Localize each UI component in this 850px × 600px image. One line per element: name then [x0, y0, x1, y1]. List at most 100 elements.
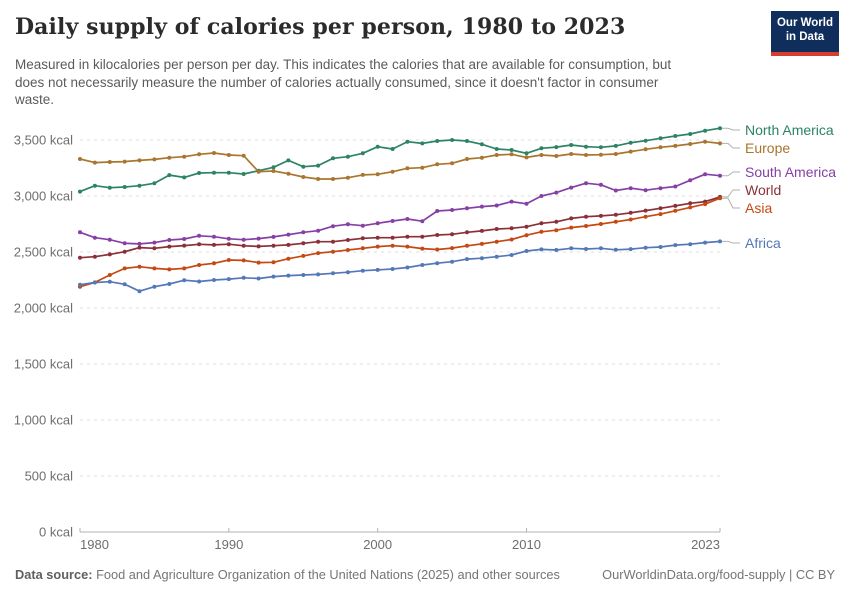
legend-label-world[interactable]: World — [745, 182, 781, 198]
data-point — [584, 214, 588, 219]
data-point — [494, 147, 499, 151]
data-point — [256, 169, 261, 174]
data-point — [584, 153, 588, 157]
data-point — [286, 171, 291, 176]
data-point — [271, 169, 276, 173]
data-point — [390, 169, 395, 174]
series-line-europe[interactable] — [79, 140, 721, 180]
data-point — [405, 139, 410, 144]
data-point — [524, 233, 529, 238]
data-point — [598, 222, 603, 226]
owid-logo-line2: in Data — [785, 31, 825, 44]
data-point — [524, 155, 529, 160]
data-point — [152, 181, 157, 186]
data-point — [226, 242, 231, 247]
data-point — [509, 148, 514, 152]
data-point — [539, 221, 544, 226]
data-point — [271, 165, 276, 170]
data-point — [92, 160, 97, 165]
data-point — [167, 155, 172, 160]
data-point — [479, 228, 484, 233]
series-line-africa[interactable] — [79, 240, 721, 293]
legend-label-north-america[interactable]: North America — [745, 122, 834, 138]
data-point — [182, 278, 187, 283]
data-point — [78, 282, 82, 287]
data-point — [345, 222, 350, 227]
data-point — [182, 175, 187, 180]
data-point — [182, 154, 187, 159]
data-point — [420, 219, 425, 224]
data-point — [569, 185, 574, 190]
data-point — [226, 236, 231, 241]
data-point — [271, 274, 276, 279]
data-point — [331, 271, 335, 276]
data-point — [494, 153, 499, 157]
data-point — [137, 241, 142, 246]
data-point — [301, 241, 306, 246]
y-axis-tick-label: 1,500 kcal — [14, 357, 73, 372]
data-point — [479, 142, 484, 147]
data-point — [241, 237, 246, 242]
data-point — [137, 264, 142, 269]
data-point — [703, 128, 708, 133]
chart-subtitle-line: Measured in kilocalories per person per … — [15, 57, 672, 72]
data-point — [479, 155, 484, 160]
x-axis-tick-label: 1990 — [214, 537, 243, 552]
data-point — [375, 172, 380, 177]
data-point — [539, 247, 544, 252]
data-point — [465, 243, 469, 248]
data-point — [569, 143, 574, 147]
series-points-asia — [78, 196, 722, 289]
data-point — [122, 185, 127, 189]
data-point — [107, 273, 112, 277]
owid-url-link[interactable]: OurWorldinData.org/food-supply | CC BY — [602, 567, 835, 582]
data-point — [360, 151, 365, 156]
data-point — [92, 254, 97, 259]
data-point — [122, 266, 127, 271]
data-point — [509, 199, 514, 204]
series-line-north-america[interactable] — [79, 127, 721, 193]
data-point — [331, 156, 335, 161]
legend-label-asia[interactable]: Asia — [745, 200, 772, 216]
legend-label-africa[interactable]: Africa — [745, 235, 781, 251]
chart-subtitle: Measured in kilocalories per person per … — [15, 56, 735, 109]
data-point — [301, 175, 306, 179]
data-point — [241, 153, 246, 158]
data-point — [465, 257, 469, 262]
data-point — [197, 233, 202, 238]
data-point — [271, 243, 276, 248]
x-axis-tick-label: 2023 — [691, 537, 720, 552]
data-point — [598, 246, 603, 251]
data-point — [420, 263, 425, 267]
data-point — [286, 232, 291, 237]
legend-label-europe[interactable]: Europe — [745, 140, 790, 156]
data-point — [598, 152, 603, 157]
data-point — [78, 157, 82, 161]
data-point — [673, 143, 678, 148]
legend-connector — [722, 240, 740, 244]
legend-connector — [722, 142, 740, 149]
data-point — [107, 279, 112, 284]
series-line-world[interactable] — [79, 196, 721, 259]
data-point — [628, 149, 633, 154]
legend-label-south-america[interactable]: South America — [745, 164, 836, 180]
data-point — [509, 253, 514, 257]
data-point — [628, 140, 633, 145]
data-point — [524, 201, 529, 206]
owid-logo[interactable]: Our World in Data — [771, 11, 839, 56]
data-point — [718, 141, 722, 146]
y-axis-tick-label: 2,500 kcal — [14, 245, 73, 260]
data-point — [92, 183, 97, 188]
data-point — [271, 234, 276, 239]
data-point — [465, 230, 469, 235]
data-point — [226, 153, 231, 157]
series-line-south-america[interactable] — [79, 173, 721, 245]
data-point — [509, 152, 514, 157]
data-point — [256, 236, 261, 241]
data-point — [375, 144, 380, 149]
series-line-asia[interactable] — [79, 197, 721, 288]
data-point — [345, 248, 350, 252]
data-point — [78, 230, 82, 235]
owid-logo-line1: Our World — [776, 17, 833, 29]
data-point — [539, 146, 544, 151]
